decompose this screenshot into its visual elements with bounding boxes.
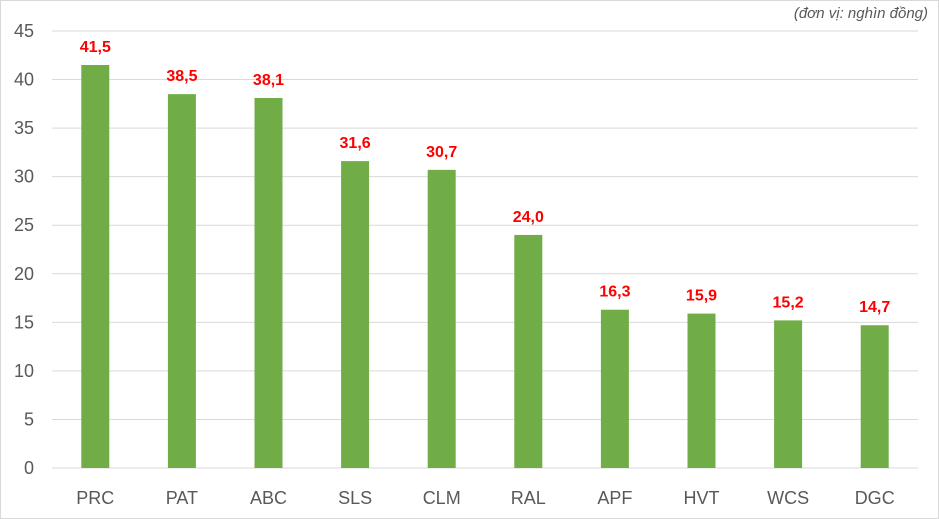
x-tick-label-dgc: DGC (855, 488, 895, 508)
y-tick-label: 45 (14, 21, 34, 41)
y-tick-label: 30 (14, 167, 34, 187)
data-label-sls: 31,6 (340, 135, 371, 152)
bar-dgc (860, 325, 889, 468)
y-tick-label: 10 (14, 361, 34, 381)
y-tick-label: 15 (14, 312, 34, 332)
data-label-hvt: 15,9 (686, 288, 717, 305)
y-tick-label: 40 (14, 70, 34, 90)
data-label-pat: 38,5 (166, 68, 197, 85)
bar-pat (167, 94, 196, 468)
x-tick-label-clm: CLM (423, 488, 461, 508)
x-tick-label-abc: ABC (250, 488, 287, 508)
bar-clm (427, 169, 456, 468)
data-label-dgc: 14,7 (859, 299, 890, 316)
x-tick-label-wcs: WCS (767, 488, 809, 508)
x-tick-label-ral: RAL (511, 488, 546, 508)
data-label-prc: 41,5 (80, 39, 111, 56)
bar-sls (341, 161, 370, 468)
bar-prc (81, 64, 110, 468)
y-tick-label: 5 (24, 409, 34, 429)
x-tick-label-prc: PRC (76, 488, 114, 508)
x-tick-label-sls: SLS (338, 488, 372, 508)
x-tick-label-pat: PAT (166, 488, 198, 508)
bar-hvt (687, 313, 716, 468)
unit-note: (đơn vị: nghìn đồng) (793, 5, 928, 22)
data-label-apf: 16,3 (599, 284, 630, 301)
data-label-abc: 38,1 (253, 72, 284, 89)
y-tick-label: 35 (14, 118, 34, 138)
bar-apf (600, 309, 629, 468)
bar-wcs (774, 320, 803, 468)
data-label-clm: 30,7 (426, 144, 457, 161)
y-tick-label: 0 (24, 458, 34, 478)
x-tick-label-hvt: HVT (684, 488, 720, 508)
data-label-ral: 24,0 (513, 209, 544, 226)
bar-abc (254, 98, 283, 469)
y-tick-label: 20 (14, 264, 34, 284)
bar-ral (514, 234, 543, 468)
x-tick-label-apf: APF (597, 488, 632, 508)
y-tick-label: 25 (14, 215, 34, 235)
data-label-wcs: 15,2 (773, 294, 804, 311)
